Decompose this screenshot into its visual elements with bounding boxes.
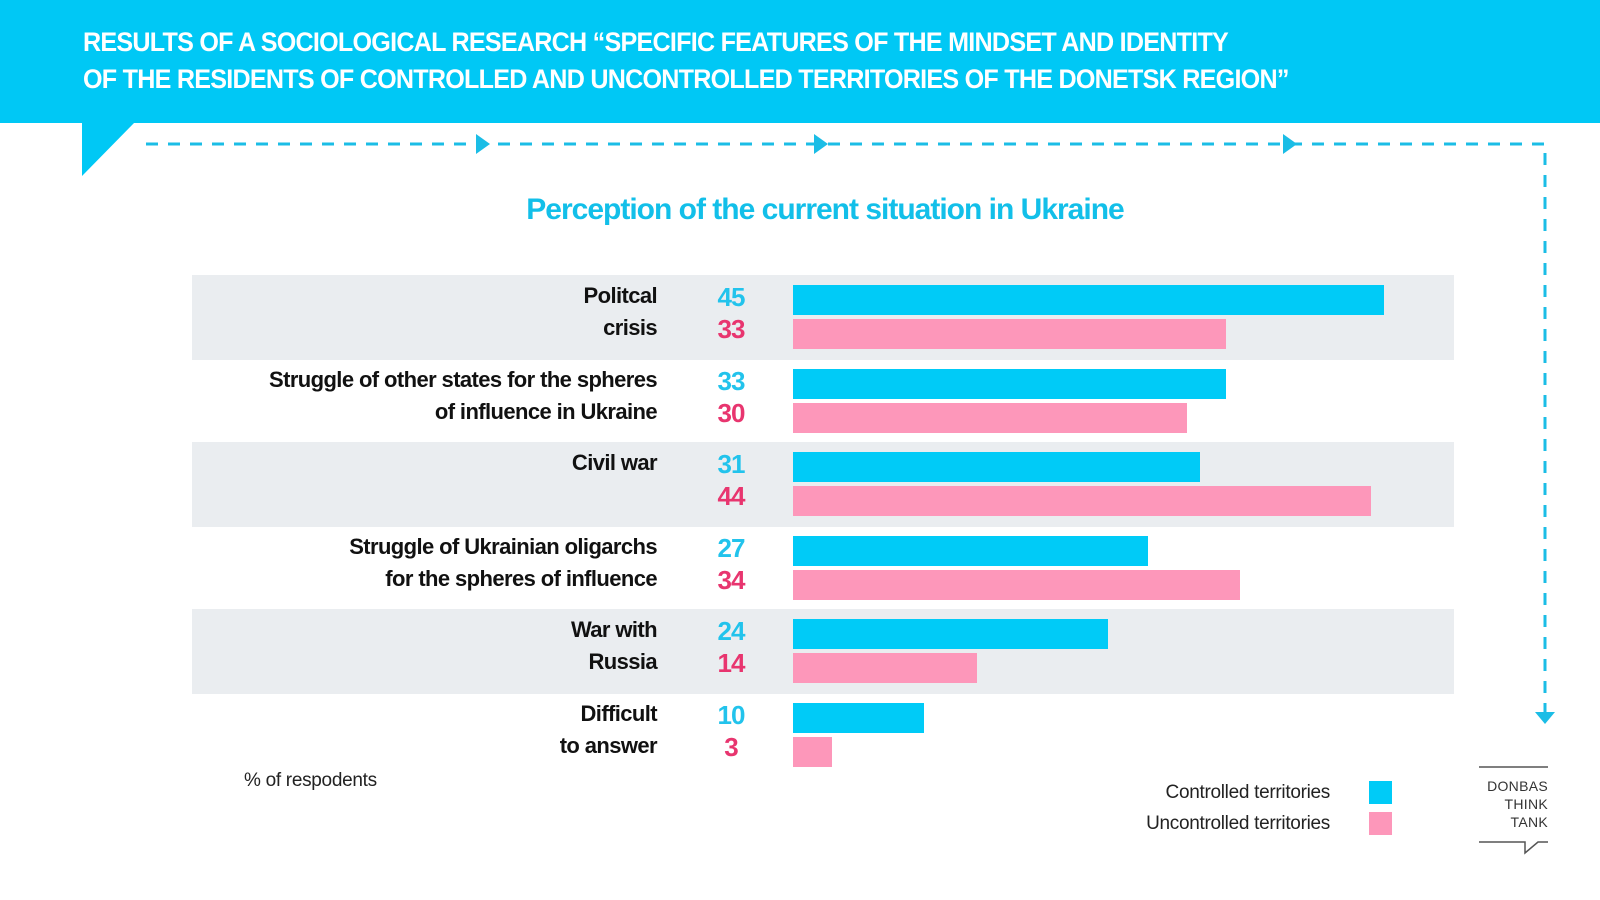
bar-controlled <box>793 368 1227 399</box>
bar-controlled <box>793 702 925 733</box>
arrow-right-icon <box>476 134 490 154</box>
category-label: Difficult <box>580 700 658 726</box>
category-label: Struggle of Ukrainian oligarchs <box>349 533 657 559</box>
logo-speech-bubble-icon <box>1479 841 1548 855</box>
value-label-controlled: 31 <box>717 449 746 479</box>
legend-label-controlled: Controlled territories <box>1165 782 1331 803</box>
value-label-uncontrolled: 33 <box>717 314 746 344</box>
legend-swatch-controlled <box>1369 781 1392 804</box>
bar-uncontrolled <box>793 653 977 683</box>
bar-uncontrolled <box>793 402 1187 433</box>
bar-uncontrolled <box>793 569 1240 600</box>
category-label: to answer <box>559 732 658 758</box>
arrow-right-icon <box>814 134 828 154</box>
legend-swatch-uncontrolled <box>1369 812 1392 835</box>
value-label-uncontrolled: 44 <box>717 481 746 511</box>
arrow-right-icon <box>1283 134 1297 154</box>
value-label-controlled: 33 <box>717 365 746 396</box>
bar-uncontrolled <box>793 319 1227 349</box>
value-label-uncontrolled: 14 <box>717 648 746 678</box>
chart-title: Perception of the current situation in U… <box>526 193 1124 226</box>
logo-text-line: DONBAS <box>1487 778 1548 794</box>
value-label-controlled: 24 <box>717 616 746 646</box>
value-label-uncontrolled: 34 <box>717 564 746 595</box>
bar-controlled <box>793 285 1384 315</box>
category-label: crisis <box>603 315 658 340</box>
bar-uncontrolled <box>793 486 1371 516</box>
value-label-controlled: 45 <box>717 282 746 312</box>
category-label: Russia <box>588 649 657 674</box>
category-label: of influence in Ukraine <box>434 398 658 424</box>
header-title-line-1: RESULTS OF A SOCIOLOGICAL RESEARCH “SPEC… <box>83 27 1229 57</box>
bar-controlled <box>793 619 1109 649</box>
arrow-down-icon <box>1535 712 1555 724</box>
category-label: Politcal <box>583 283 658 308</box>
dashed-connector-line <box>146 142 1547 712</box>
category-label: Struggle of other states for the spheres <box>269 366 658 392</box>
value-label-controlled: 10 <box>717 699 746 730</box>
category-label: War with <box>570 617 658 642</box>
value-label-uncontrolled: 3 <box>724 731 738 762</box>
logo-text-line: TANK <box>1510 814 1548 830</box>
bar-uncontrolled <box>793 736 833 767</box>
header-banner: RESULTS OF A SOCIOLOGICAL RESEARCH “SPEC… <box>0 0 1600 123</box>
value-label-controlled: 27 <box>717 532 746 563</box>
logo-text-line: THINK <box>1504 796 1548 812</box>
category-label: Civil war <box>571 450 658 475</box>
bar-controlled <box>793 452 1201 482</box>
legend-label-uncontrolled: Uncontrolled territories <box>1146 813 1330 834</box>
header-title-line-2: OF THE RESIDENTS OF CONTROLLED AND UNCON… <box>83 64 1289 94</box>
bar-controlled <box>793 535 1148 566</box>
speech-bubble-tail-icon <box>82 122 135 176</box>
category-label: for the spheres of influence <box>385 565 657 591</box>
unit-footnote: % of respodents <box>244 770 377 791</box>
value-label-uncontrolled: 30 <box>717 397 746 428</box>
